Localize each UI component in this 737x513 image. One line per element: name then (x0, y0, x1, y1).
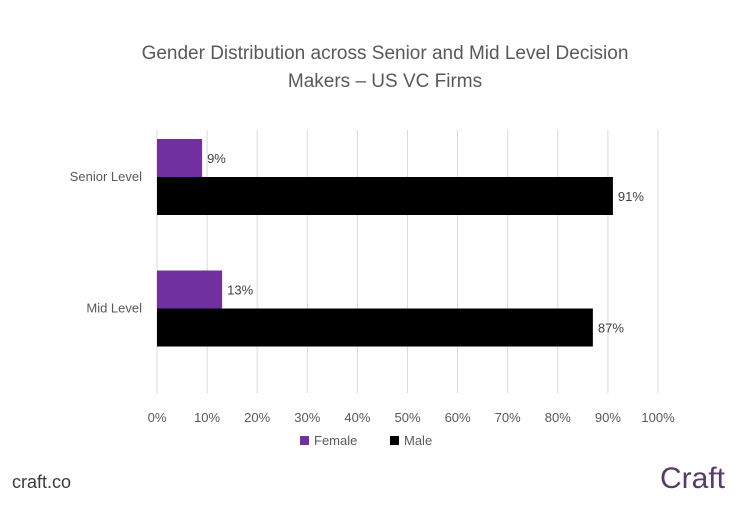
chart-title-line1: Gender Distribution across Senior and Mi… (141, 43, 629, 64)
bar-male (157, 308, 593, 347)
bar-data-label: 91% (618, 189, 644, 204)
legend-label-female: Female (314, 433, 357, 448)
bar-male (157, 177, 613, 215)
bar-data-label: 87% (598, 321, 624, 336)
y-category-label: Senior Level (70, 169, 142, 184)
x-tick-label: 30% (294, 410, 320, 425)
bar-data-label: 13% (227, 283, 253, 298)
x-tick-label: 100% (641, 410, 675, 425)
x-tick-label: 40% (344, 410, 370, 425)
craft-logo: Craft (660, 462, 726, 495)
chart-title: Gender Distribution across Senior and Mi… (0, 40, 737, 96)
legend-swatch-female (300, 436, 309, 445)
legend-label-male: Male (404, 433, 432, 448)
x-tick-label: 0% (148, 410, 167, 425)
x-tick-label: 80% (545, 410, 571, 425)
x-tick-label: 10% (194, 410, 220, 425)
bar-female (157, 139, 203, 177)
bar-female (157, 270, 223, 309)
y-category-label: Mid Level (86, 301, 142, 316)
x-tick-label: 90% (595, 410, 621, 425)
x-tick-label: 20% (244, 410, 270, 425)
x-tick-label: 60% (445, 410, 471, 425)
bar-data-label: 9% (207, 151, 226, 166)
x-tick-label: 70% (495, 410, 521, 425)
x-tick-label: 50% (394, 410, 420, 425)
legend-swatch-male (390, 436, 399, 445)
footer-source-text: craft.co (12, 472, 72, 492)
chart-title-line2: Makers – US VC Firms (287, 71, 483, 92)
